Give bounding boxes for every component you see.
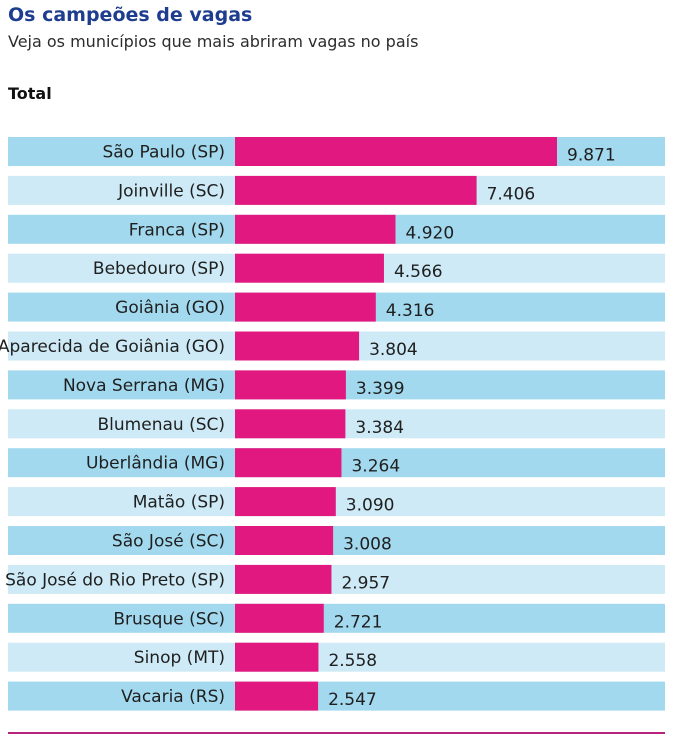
category-label: Franca (SP) [129, 220, 225, 240]
value-label: 3.264 [351, 457, 400, 477]
value-label: 2.558 [328, 651, 377, 671]
bar [235, 331, 360, 361]
bar [235, 487, 336, 517]
bar [235, 681, 319, 711]
category-label: Nova Serrana (MG) [63, 376, 225, 396]
chart-title: Os campeões de vagas [8, 4, 253, 26]
value-label: 3.090 [346, 496, 395, 516]
category-label: Sinop (MT) [134, 648, 225, 668]
category-label: Aparecida de Goiânia (GO) [0, 337, 225, 357]
row-background [8, 681, 665, 711]
value-label: 2.547 [328, 690, 377, 710]
value-label: 4.566 [394, 262, 443, 282]
bar [235, 642, 319, 672]
category-label: Blumenau (SC) [98, 415, 225, 435]
category-label: São José do Rio Preto (SP) [5, 570, 225, 590]
category-label: Matão (SP) [133, 493, 225, 513]
category-label: Brusque (SC) [113, 609, 225, 629]
value-label: 2.957 [341, 573, 390, 593]
row-background [8, 526, 665, 555]
chart-rows: São Paulo (SP) 9.871 Joinville (SC) 7.406 Fr… [0, 137, 665, 711]
category-label: Joinville (SC) [117, 181, 225, 201]
value-label: 3.008 [343, 535, 392, 555]
chart-subtitle: Veja os municípios que mais abriram vaga… [8, 32, 419, 51]
value-label: 3.399 [356, 379, 405, 399]
row-background [8, 642, 665, 672]
category-label: Vacaria (RS) [121, 687, 225, 707]
value-label: 3.384 [355, 418, 404, 438]
section-label: Total [8, 84, 52, 103]
bar [235, 526, 334, 555]
bar [235, 370, 346, 400]
value-label: 4.316 [386, 301, 435, 321]
row-background [8, 487, 665, 517]
value-label: 2.721 [334, 612, 383, 632]
bar [235, 409, 346, 439]
category-label: Goiânia (GO) [115, 298, 225, 318]
bar [235, 214, 396, 244]
bar [235, 448, 342, 478]
row-background [8, 603, 665, 633]
value-label: 4.920 [405, 223, 454, 243]
bar [235, 137, 557, 166]
bar [235, 603, 324, 633]
category-label: Uberlândia (MG) [86, 454, 225, 474]
category-label: São José (SC) [112, 532, 225, 552]
bar [235, 292, 376, 322]
category-label: São Paulo (SP) [102, 143, 225, 163]
category-label: Bebedouro (SP) [93, 259, 225, 279]
value-label: 9.871 [567, 146, 616, 166]
value-label: 7.406 [487, 184, 536, 204]
bar [235, 253, 384, 283]
row-background [8, 564, 665, 594]
value-label: 3.804 [369, 340, 418, 360]
bar [235, 564, 332, 594]
bar [235, 175, 477, 205]
